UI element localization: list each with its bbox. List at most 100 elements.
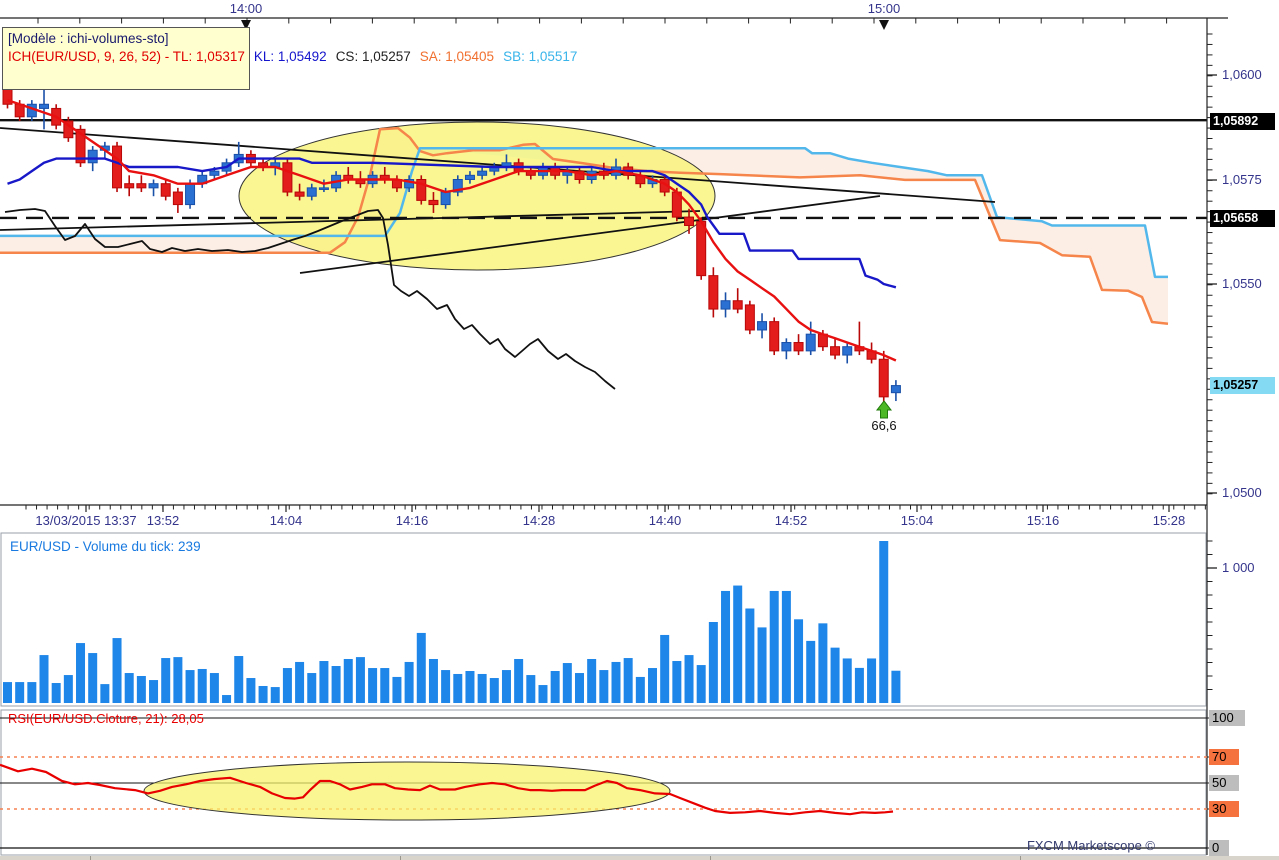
candle-body-up xyxy=(185,183,196,206)
volume-bar xyxy=(489,678,499,703)
candle-body-down xyxy=(696,220,707,277)
volume-bar xyxy=(794,619,804,703)
volume-bar xyxy=(721,590,731,703)
volume-bar xyxy=(149,680,159,703)
candle-body-down xyxy=(282,162,293,193)
volume-bar xyxy=(891,670,901,703)
volume-bar xyxy=(757,627,767,703)
volume-bar xyxy=(124,673,134,703)
volume-bar xyxy=(416,632,426,703)
signal-arrow-label: 66,6 xyxy=(871,418,896,433)
scrollbar-divider xyxy=(1020,856,1021,860)
volume-bar xyxy=(501,670,511,703)
volume-bar xyxy=(830,647,840,703)
bottom-axis-label: 14:52 xyxy=(774,513,808,528)
volume-bar xyxy=(295,661,305,703)
volume-bar xyxy=(51,683,61,703)
volume-bar xyxy=(136,676,146,703)
volume-bar xyxy=(660,634,670,703)
volume-bar xyxy=(465,671,475,703)
candle-body-up xyxy=(404,179,415,189)
bottom-axis-label: 14:16 xyxy=(395,513,429,528)
price-axis-tick-label: 1,0600 xyxy=(1222,67,1262,82)
volume-bar xyxy=(234,656,244,703)
candle-body-down xyxy=(294,191,305,197)
volume-bar xyxy=(63,675,73,703)
volume-bar xyxy=(562,663,572,703)
time-marker-triangle-icon xyxy=(241,20,251,30)
volume-bar xyxy=(428,658,438,703)
volume-bar xyxy=(355,657,365,703)
legend-item-0: ICH(EUR/USD, 9, 26, 52) - TL: 1,05317 xyxy=(8,49,245,64)
volume-bar xyxy=(842,658,852,703)
volume-bar xyxy=(392,676,402,703)
candle-body-down xyxy=(124,183,135,189)
volume-bar xyxy=(733,585,743,703)
tenkan-line xyxy=(7,98,897,362)
scrollbar-divider xyxy=(710,856,711,860)
volume-bar xyxy=(453,673,463,703)
rsi-level-badge: 100 xyxy=(1209,710,1245,726)
candle-body-down xyxy=(793,342,804,352)
volume-bar xyxy=(88,653,98,703)
volume-bar xyxy=(477,673,487,703)
candle-body-down xyxy=(769,321,780,352)
candle-body-up xyxy=(781,342,792,352)
rsi-level-badge: 30 xyxy=(1209,801,1239,817)
volume-bar xyxy=(574,673,584,703)
top-axis-label: 14:00 xyxy=(229,1,263,16)
top-axis-label: 15:00 xyxy=(867,1,901,16)
price-axis-tick-label: 1,0575 xyxy=(1222,172,1262,187)
price-badge: 1,05892 xyxy=(1210,112,1275,130)
volume-bar xyxy=(76,643,86,703)
volume-axis-label: 1 000 xyxy=(1222,560,1255,575)
volume-bar xyxy=(343,658,353,703)
volume-bar xyxy=(222,695,232,703)
legend-model-label: [Modèle : ichi-volumes-sto] xyxy=(8,31,169,46)
volume-bar xyxy=(3,682,12,703)
candle-body-down xyxy=(75,128,86,164)
price-axis-tick-label: 1,0500 xyxy=(1222,485,1262,500)
rsi-level-badge: 70 xyxy=(1209,749,1239,765)
volume-bar xyxy=(15,682,25,703)
volume-bar xyxy=(599,670,609,703)
volume-bar xyxy=(696,665,706,703)
indicator-legend-box xyxy=(2,27,250,90)
candle-body-down xyxy=(136,183,147,189)
candle-body-up xyxy=(318,187,329,190)
candle-body-up xyxy=(477,170,488,176)
volume-bar xyxy=(708,622,718,703)
legend-values-row: ICH(EUR/USD, 9, 26, 52) - TL: 1,05317 KL:… xyxy=(8,49,586,64)
candle-body-down xyxy=(416,179,427,201)
candle-body-down xyxy=(744,304,755,331)
bottom-axis-label: 15:28 xyxy=(1152,513,1186,528)
price-badge: 1,05257 xyxy=(1210,376,1275,394)
volume-bar xyxy=(623,658,633,703)
volume-bar xyxy=(526,675,536,703)
candle-body-up xyxy=(842,346,853,356)
candle-body-up xyxy=(148,183,159,189)
price-badge: 1,05658 xyxy=(1210,209,1275,227)
rsi-level-badge: 50 xyxy=(1209,775,1239,791)
signal-arrow-up-icon xyxy=(875,400,893,419)
legend-item-1: KL: 1,05492 xyxy=(253,49,327,64)
horizontal-scrollbar[interactable] xyxy=(0,856,1279,860)
volume-bar xyxy=(879,541,889,703)
volume-bar xyxy=(258,685,268,703)
volume-bar xyxy=(209,673,219,703)
volume-bar xyxy=(282,668,292,703)
volume-panel-title: EUR/USD - Volume du tick: 239 xyxy=(10,539,201,554)
price-axis-tick-label: 1,0550 xyxy=(1222,276,1262,291)
candle-body-up xyxy=(757,321,768,331)
volume-bar xyxy=(100,684,110,703)
volume-bar xyxy=(781,590,791,703)
candle-body-up xyxy=(805,333,816,352)
volume-bar xyxy=(380,668,390,703)
trendline-2 xyxy=(299,195,881,274)
candle-body-up xyxy=(720,300,731,310)
volume-bar xyxy=(197,668,207,703)
candle-body-up xyxy=(440,191,451,206)
volume-bar xyxy=(672,661,682,703)
candle-body-down xyxy=(112,145,123,189)
